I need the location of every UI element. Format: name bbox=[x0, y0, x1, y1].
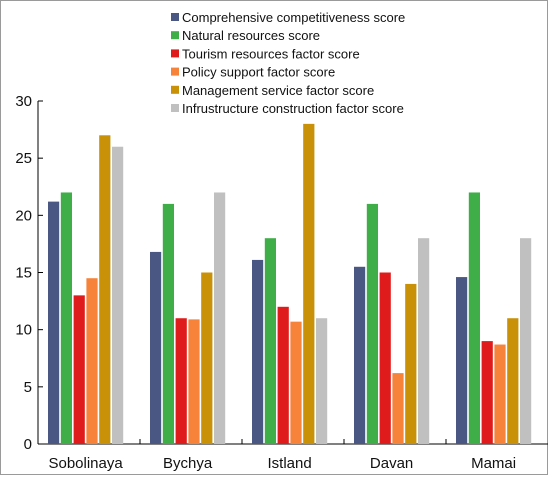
y-axis: 0 5 10 15 20 25 30 bbox=[15, 93, 43, 453]
legend-entry-label: Comprehensive competitiveness score bbox=[182, 10, 405, 25]
legend-swatch bbox=[171, 85, 179, 94]
legend-swatch bbox=[171, 104, 179, 112]
bar bbox=[99, 135, 111, 445]
legend-swatch bbox=[171, 31, 179, 40]
bar bbox=[112, 146, 124, 444]
y-tick-label: 0 bbox=[24, 436, 32, 453]
legend-entry-label: Infrustructure construction factor score bbox=[182, 101, 404, 116]
bar bbox=[303, 123, 315, 444]
bar bbox=[481, 341, 493, 444]
bar bbox=[494, 344, 506, 444]
legend-entry-label: Natural resources score bbox=[182, 28, 320, 43]
bar bbox=[252, 259, 264, 444]
bar bbox=[418, 238, 430, 444]
bar bbox=[468, 192, 480, 444]
bar bbox=[162, 203, 174, 444]
bar bbox=[264, 238, 276, 444]
bar bbox=[405, 283, 417, 444]
bar bbox=[277, 306, 289, 444]
bar bbox=[48, 201, 60, 444]
bar bbox=[60, 192, 72, 444]
x-category-label: Istland bbox=[267, 455, 311, 472]
bar bbox=[354, 266, 366, 444]
legend-entry-label: Management service factor score bbox=[182, 83, 374, 98]
bar bbox=[316, 318, 328, 444]
bar bbox=[507, 318, 519, 444]
bar bbox=[366, 203, 378, 444]
y-tick-label: 30 bbox=[15, 93, 32, 110]
x-category-label: Mamai bbox=[471, 455, 516, 472]
y-tick-label: 15 bbox=[15, 265, 32, 282]
bar bbox=[175, 318, 187, 444]
bar bbox=[86, 278, 98, 444]
y-tick-label: 5 bbox=[24, 379, 32, 396]
y-tick-label: 20 bbox=[15, 207, 32, 224]
bar bbox=[214, 192, 226, 444]
x-category-label: Davan bbox=[370, 455, 413, 472]
legend-swatch bbox=[171, 67, 179, 76]
bar bbox=[150, 251, 162, 444]
legend-swatch bbox=[171, 49, 179, 58]
bar bbox=[201, 272, 213, 444]
legend-entry-label: Policy support factor score bbox=[182, 65, 335, 80]
legend: Comprehensive competitiveness score Natur… bbox=[171, 10, 405, 116]
bar bbox=[379, 272, 391, 444]
y-tick-label: 10 bbox=[15, 322, 32, 339]
bar bbox=[456, 277, 468, 444]
y-tick-label: 25 bbox=[15, 150, 32, 167]
bar bbox=[73, 295, 85, 444]
legend-entry-label: Tourism resources factor score bbox=[182, 46, 360, 61]
bars bbox=[48, 123, 532, 445]
bar bbox=[520, 238, 532, 444]
bar bbox=[188, 319, 200, 444]
bar bbox=[290, 321, 302, 444]
bar bbox=[392, 373, 404, 444]
x-category-label: Sobolinaya bbox=[48, 455, 123, 472]
legend-swatch bbox=[171, 13, 179, 21]
x-category-label: Bychya bbox=[163, 455, 213, 472]
